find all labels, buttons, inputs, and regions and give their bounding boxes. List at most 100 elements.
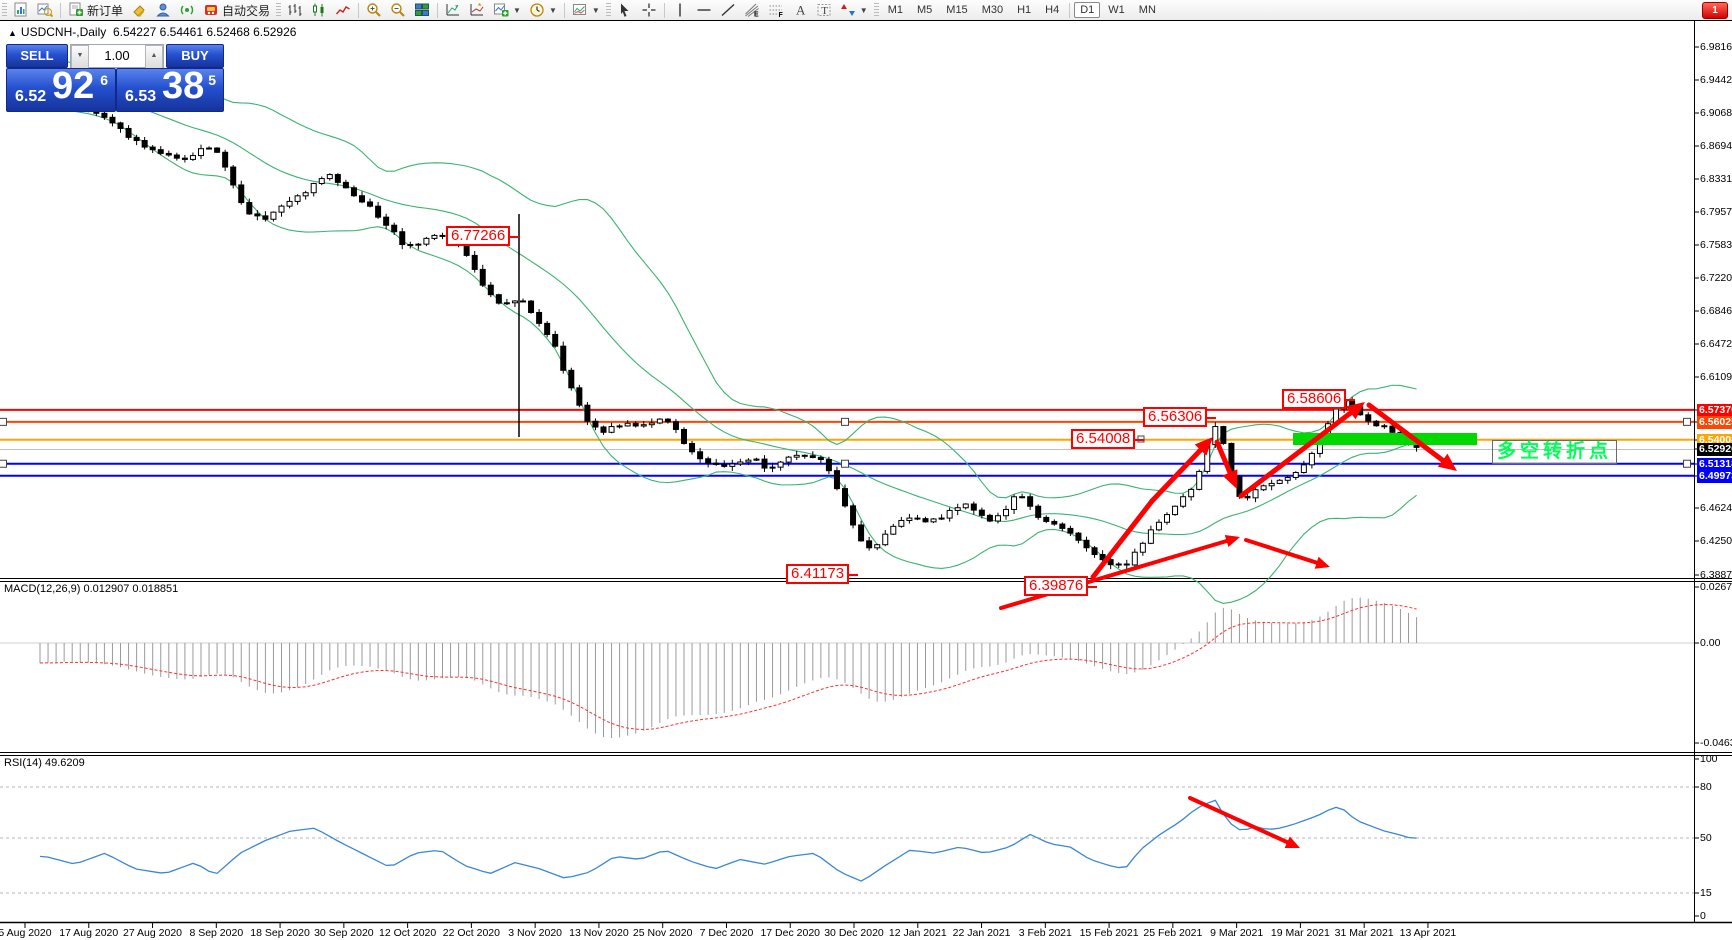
- timeframe-m1[interactable]: M1: [887, 4, 903, 16]
- price-tag-annotation[interactable]: 6.39876: [1024, 576, 1098, 596]
- buy-price-button[interactable]: 6.53 38 5: [116, 65, 224, 112]
- zoom-in-icon: [366, 2, 382, 18]
- sell-button[interactable]: SELL: [6, 44, 68, 68]
- sell-price-button[interactable]: 6.52 92 6: [6, 65, 116, 112]
- timeframe-h4[interactable]: H4: [1045, 4, 1060, 16]
- indicator-list-button[interactable]: *: [465, 0, 489, 20]
- notification-badge[interactable]: 1: [1702, 2, 1728, 19]
- price-tag-annotation[interactable]: 6.56306: [1143, 407, 1217, 427]
- volume-up-button[interactable]: ▲: [145, 45, 163, 69]
- toolbar-grip[interactable]: [2, 3, 7, 17]
- date-axis-label: 25 Nov 2020: [632, 927, 693, 939]
- svg-text:A: A: [796, 3, 806, 18]
- cursor-tool-button[interactable]: [613, 0, 637, 20]
- date-axis-label: 8 Sep 2020: [189, 927, 244, 939]
- sell-price-main: 92: [52, 65, 95, 107]
- date-axis-label: 13 Apr 2021: [1399, 927, 1457, 939]
- line-chart-button[interactable]: [331, 0, 355, 20]
- sell-price-pip: 6: [100, 72, 108, 88]
- templates-button[interactable]: ▼: [568, 0, 604, 20]
- svg-text:E: E: [754, 12, 759, 19]
- ohlc-values: 6.54227 6.54461 6.52468 6.52926: [112, 25, 297, 39]
- fibo-fan-tool-button[interactable]: F: [764, 0, 788, 20]
- volume-input[interactable]: 1.00: [104, 48, 130, 63]
- timeframe-mn[interactable]: MN: [1138, 4, 1156, 16]
- autotrade-button[interactable]: 自动交易: [199, 0, 274, 20]
- timeframe-m30[interactable]: M30: [981, 4, 1004, 16]
- chevron-down-icon: ▼: [591, 5, 600, 15]
- fibo-tool-button[interactable]: E: [740, 0, 764, 20]
- price-tag-annotation[interactable]: 6.77266: [446, 226, 520, 246]
- turning-point-note[interactable]: 多空转折点: [1492, 440, 1618, 464]
- rsi-axis-tick: 100: [1700, 753, 1718, 765]
- hline-tool-button[interactable]: [692, 0, 716, 20]
- line-chart-icon: [335, 2, 351, 18]
- indicators-button[interactable]: [441, 0, 465, 20]
- text-tool-button[interactable]: A: [788, 0, 812, 20]
- vertical-line-icon: [672, 2, 688, 18]
- buy-button[interactable]: BUY: [166, 44, 224, 68]
- zoom-out-button[interactable]: [386, 0, 410, 20]
- date-axis-label: 30 Sep 2020: [314, 927, 374, 939]
- new-order-label: 新订单: [87, 3, 124, 18]
- indicator-star-icon: *: [469, 2, 485, 18]
- date-axis-label: 19 Mar 2021: [1270, 927, 1330, 939]
- price-axis-tick: 6.38870: [1700, 569, 1732, 581]
- buy-price-main: 38: [162, 65, 205, 107]
- tag-connector: [1087, 586, 1098, 588]
- rsi-axis-tick: 0: [1700, 910, 1706, 922]
- buy-price-pip: 5: [208, 72, 216, 88]
- timeframe-m15[interactable]: M15: [946, 4, 968, 16]
- macd-axis-tick: 0.00: [1700, 637, 1721, 649]
- date-axis-label: 17 Dec 2020: [760, 927, 820, 939]
- price-axis-tick: 6.98160: [1700, 41, 1732, 53]
- toolbar: 新订单 自动交易 * ▼ ▼ ▼ E F A T ▼ M1 M5 M15 M30 H1 H…: [0, 0, 1732, 21]
- add-indicator-button[interactable]: ▼: [489, 0, 525, 20]
- signals-button[interactable]: [175, 0, 199, 20]
- rsi-label: RSI(14) 49.6209: [4, 757, 85, 769]
- vline-tool-button[interactable]: [668, 0, 692, 20]
- price-axis-level-label: 6.56025: [1697, 415, 1732, 429]
- chart-document-icon: [13, 2, 29, 18]
- chart-preview-icon: [37, 2, 53, 18]
- timeframe-w1[interactable]: W1: [1108, 4, 1125, 16]
- bar-chart-button[interactable]: [283, 0, 307, 20]
- price-axis-tick: 6.90680: [1700, 107, 1732, 119]
- zoom-in-button[interactable]: [362, 0, 386, 20]
- symbol-period-label: USDCNH-,Daily: [20, 25, 107, 39]
- date-axis-label: 15 Feb 2021: [1079, 927, 1139, 939]
- tile-windows-button[interactable]: [410, 0, 434, 20]
- date-axis-label: 3 Nov 2020: [508, 927, 563, 939]
- new-chart-button[interactable]: [9, 0, 33, 20]
- eraser-button[interactable]: [127, 0, 151, 20]
- timeframe-m5[interactable]: M5: [917, 4, 933, 16]
- price-tag-annotation[interactable]: 6.41173: [786, 564, 859, 584]
- candle-chart-button[interactable]: [307, 0, 331, 20]
- tag-connector: [848, 574, 859, 576]
- timeframe-h1[interactable]: H1: [1017, 4, 1032, 16]
- fibonacci-fan-icon: F: [768, 2, 784, 18]
- zoom-out-icon: [390, 2, 406, 18]
- collapse-icon[interactable]: ▲: [8, 28, 17, 38]
- chart-profile-button[interactable]: [33, 0, 57, 20]
- price-tag-annotation[interactable]: 6.54008: [1071, 429, 1145, 449]
- date-axis-label: 22 Jan 2021: [952, 927, 1011, 939]
- price-axis-level-label: 6.51318: [1697, 457, 1732, 471]
- date-axis-label: 17 Aug 2020: [59, 927, 119, 939]
- bar-chart-icon: [287, 2, 303, 18]
- indicators-icon: [445, 2, 461, 18]
- trendline-tool-button[interactable]: [716, 0, 740, 20]
- account-button[interactable]: [151, 0, 175, 20]
- arrows-tool-button[interactable]: ▼: [836, 0, 872, 20]
- price-axis-tick: 6.72200: [1700, 272, 1732, 284]
- price-tag-annotation[interactable]: 6.58606: [1282, 389, 1356, 409]
- price-axis-tick: 6.75830: [1700, 239, 1732, 251]
- new-order-button[interactable]: 新订单: [64, 0, 127, 20]
- period-button[interactable]: ▼: [525, 0, 561, 20]
- crosshair-tool-button[interactable]: [637, 0, 661, 20]
- clock-icon: [529, 2, 545, 18]
- timeframe-d1[interactable]: D1: [1074, 2, 1101, 18]
- date-axis-label: 7 Dec 2020: [699, 927, 754, 939]
- label-tool-button[interactable]: T: [812, 0, 836, 20]
